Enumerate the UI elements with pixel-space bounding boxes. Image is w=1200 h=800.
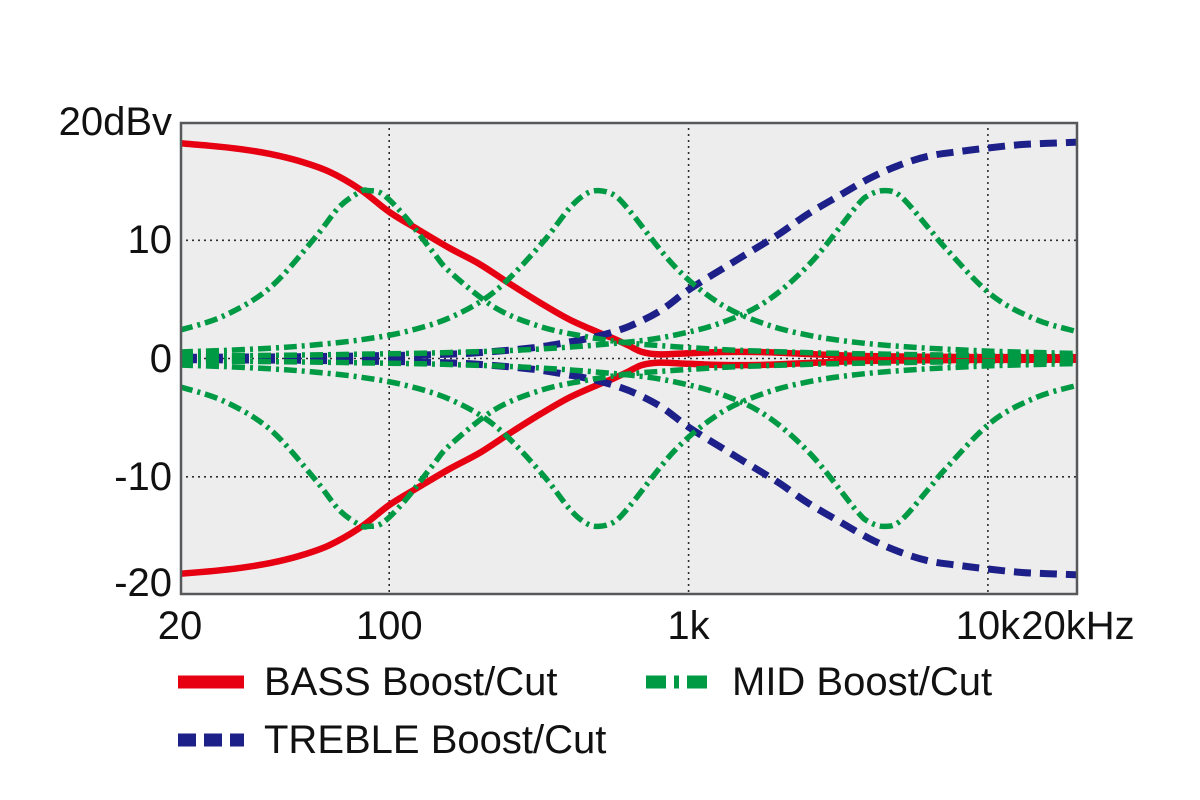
- chart-legend: BASS Boost/Cut MID Boost/Cut TREBLE Boos…: [175, 658, 992, 764]
- legend-label-mid: MID Boost/Cut: [732, 659, 993, 704]
- x-tick-10k: 10k: [955, 604, 1021, 648]
- mid-line-swatch-icon: [646, 675, 712, 689]
- y-tick-10: 10: [127, 218, 173, 263]
- x-tick-20khz: 20kHz: [1021, 604, 1135, 648]
- legend-item-treble: TREBLE Boost/Cut: [175, 718, 606, 763]
- legend-row-2: TREBLE Boost/Cut: [175, 716, 992, 764]
- legend-label-bass: BASS Boost/Cut: [264, 659, 558, 704]
- x-tick-100: 100: [355, 604, 423, 648]
- x-tick-20: 20: [157, 604, 203, 648]
- y-tick-0: 0: [149, 336, 172, 381]
- y-tick-neg20: -20: [114, 561, 172, 605]
- y-tick-20dbv: 20dBv: [58, 100, 172, 144]
- legend-row-1: BASS Boost/Cut MID Boost/Cut: [175, 658, 992, 706]
- x-tick-1k: 1k: [667, 604, 710, 648]
- legend-item-mid: MID Boost/Cut: [643, 660, 992, 705]
- legend-item-bass: BASS Boost/Cut: [175, 660, 643, 705]
- legend-label-treble: TREBLE Boost/Cut: [264, 717, 607, 762]
- bass-line-swatch-icon: [178, 675, 244, 689]
- y-tick-neg10: -10: [114, 454, 172, 499]
- treble-line-swatch-icon: [178, 733, 244, 747]
